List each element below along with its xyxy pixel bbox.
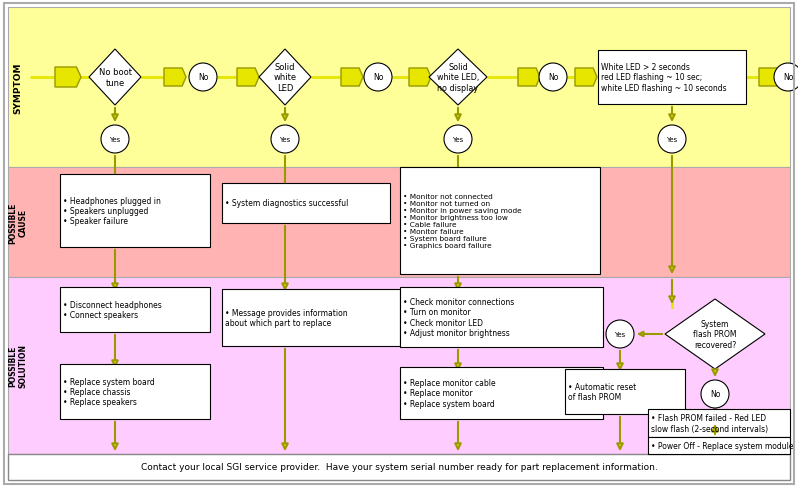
Bar [565, 369, 685, 414]
Text: Yes: Yes [666, 137, 678, 142]
Polygon shape [575, 69, 597, 87]
Bar [648, 409, 790, 437]
Circle shape [658, 126, 686, 154]
Text: No: No [547, 73, 558, 82]
Text: Yes: Yes [109, 137, 120, 142]
Text: Yes: Yes [614, 331, 626, 337]
Bar [648, 437, 790, 454]
Polygon shape [665, 299, 765, 369]
Text: • Flash PROM failed - Red LED
slow flash (2-second intervals): • Flash PROM failed - Red LED slow flash… [651, 413, 768, 433]
Text: • System diagnostics successful: • System diagnostics successful [225, 199, 349, 208]
Bar [8, 168, 790, 278]
Text: No: No [709, 390, 720, 399]
Circle shape [539, 64, 567, 92]
Text: Solid
white LED,
no display: Solid white LED, no display [437, 63, 479, 93]
Text: No: No [783, 73, 793, 82]
Circle shape [701, 380, 729, 408]
Circle shape [774, 64, 798, 92]
Text: White LED > 2 seconds
red LED flashing ~ 10 sec;
white LED flashing ~ 10 seconds: White LED > 2 seconds red LED flashing ~… [601, 63, 727, 93]
Bar [400, 168, 600, 274]
Bar [8, 278, 790, 454]
Bar [8, 8, 790, 168]
Circle shape [606, 320, 634, 348]
Polygon shape [759, 69, 781, 87]
Polygon shape [55, 68, 81, 88]
Text: No: No [198, 73, 208, 82]
Bar [8, 454, 790, 480]
Circle shape [189, 64, 217, 92]
Text: Contact your local SGI service provider.  Have your system serial number ready f: Contact your local SGI service provider.… [140, 463, 658, 471]
Bar [400, 287, 603, 347]
Circle shape [101, 126, 129, 154]
Text: • Replace monitor cable
• Replace monitor
• Replace system board: • Replace monitor cable • Replace monito… [403, 378, 496, 408]
Bar [598, 51, 746, 105]
Text: • Power Off - Replace system module: • Power Off - Replace system module [651, 441, 793, 450]
Polygon shape [429, 50, 487, 106]
Text: POSSIBLE
SOLUTION: POSSIBLE SOLUTION [8, 343, 28, 387]
Bar [222, 183, 390, 224]
Polygon shape [164, 69, 186, 87]
Bar [222, 289, 400, 346]
Text: Yes: Yes [279, 137, 290, 142]
Polygon shape [341, 69, 363, 87]
Text: Solid
white
LED: Solid white LED [274, 63, 297, 93]
Circle shape [444, 126, 472, 154]
Text: No: No [373, 73, 383, 82]
Text: System
flash PROM
recovered?: System flash PROM recovered? [693, 320, 737, 349]
Text: No boot
tune: No boot tune [98, 68, 132, 87]
Text: SYMPTOM: SYMPTOM [14, 62, 22, 114]
Text: • Automatic reset
of flash PROM: • Automatic reset of flash PROM [568, 382, 636, 401]
Polygon shape [259, 50, 311, 106]
Bar [60, 287, 210, 332]
Polygon shape [409, 69, 431, 87]
Text: • Replace system board
• Replace chassis
• Replace speakers: • Replace system board • Replace chassis… [63, 377, 155, 407]
Text: • Monitor not connected
• Monitor not turned on
• Monitor in power saving mode
•: • Monitor not connected • Monitor not tu… [403, 194, 522, 248]
Text: • Headphones plugged in
• Speakers unplugged
• Speaker failure: • Headphones plugged in • Speakers unplu… [63, 196, 161, 226]
Bar [60, 175, 210, 247]
Circle shape [364, 64, 392, 92]
Bar [400, 367, 603, 419]
Polygon shape [237, 69, 259, 87]
Polygon shape [89, 50, 141, 106]
Bar [60, 364, 210, 419]
Polygon shape [518, 69, 540, 87]
Text: • Message provides information
about which part to replace: • Message provides information about whi… [225, 308, 348, 327]
Text: Yes: Yes [452, 137, 464, 142]
Circle shape [271, 126, 299, 154]
Text: • Disconnect headphones
• Connect speakers: • Disconnect headphones • Connect speake… [63, 300, 162, 320]
Text: POSSIBLE
CAUSE: POSSIBLE CAUSE [8, 202, 28, 243]
Text: • Check monitor connections
• Turn on monitor
• Check monitor LED
• Adjust monit: • Check monitor connections • Turn on mo… [403, 297, 514, 337]
